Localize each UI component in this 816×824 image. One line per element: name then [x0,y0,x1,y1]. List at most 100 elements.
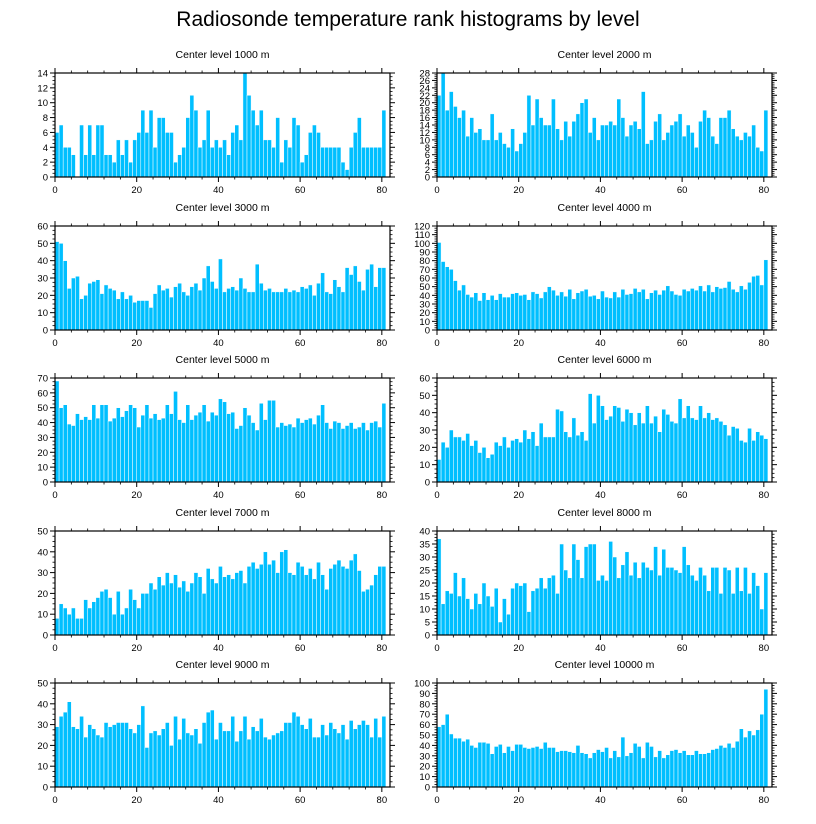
bar [299,286,305,331]
bar [542,587,548,636]
x-tick-label: 80 [377,643,388,654]
bar [116,407,121,483]
y-tick-label: 30 [419,300,430,311]
bar [583,98,589,178]
bar [344,738,350,788]
bar [193,728,199,788]
bar [197,411,203,483]
y-tick-label: 26 [419,76,430,87]
bar [751,734,756,788]
bar [287,722,293,788]
bar [681,289,687,331]
bar [718,288,724,331]
bar [628,412,634,483]
y-tick-label: 20 [419,443,430,454]
bar [665,414,671,483]
bar [193,414,199,483]
bar [303,419,309,483]
bar [328,293,334,331]
x-tick-label: 60 [295,185,306,196]
y-tick-label: 40 [37,418,48,429]
bar [493,139,499,178]
bar [295,417,301,483]
bar [169,132,174,178]
bar [596,298,601,331]
bar [596,749,601,788]
bar [649,746,654,788]
bar [669,421,675,483]
bar [641,757,646,788]
bar [763,109,769,178]
bar [348,147,354,178]
y-tick-label: 10 [37,762,48,773]
bar [461,440,466,483]
bar [498,621,503,636]
bar [62,711,68,788]
bar [730,289,736,331]
bar [616,577,622,636]
bar [579,102,585,178]
bar [542,436,548,483]
x-tick-label: 0 [434,185,439,196]
bar [636,746,642,788]
bar [336,147,342,178]
bar [144,132,150,178]
bar [320,147,325,178]
x-tick-label: 80 [759,185,770,196]
bar [67,613,72,636]
bar [673,569,679,636]
bar [91,154,97,178]
x-tick-label: 0 [434,490,439,501]
bar [657,574,662,636]
bar [246,738,252,788]
bar [328,722,334,788]
x-tick-label: 40 [595,338,606,349]
bar [551,289,556,331]
bar [165,404,170,483]
bar [283,722,289,788]
bar [291,289,297,331]
bar [226,413,231,483]
x-tick-label: 20 [513,490,524,501]
bar [575,292,581,331]
bar [457,436,462,483]
bar [636,291,642,331]
bar [461,577,466,636]
bar [571,543,577,636]
bar [665,567,671,636]
bar [722,117,728,178]
bar [628,574,634,636]
bar [128,728,133,788]
bar [222,576,227,636]
bar [324,422,329,483]
bar [303,728,309,788]
bar [365,269,370,331]
bar [377,147,383,178]
bar [352,265,358,331]
bar [734,291,740,331]
bar [673,422,679,483]
bar [308,417,313,483]
bar [369,584,374,636]
bar [348,274,354,331]
bar [140,109,146,178]
bar [710,419,716,483]
bar [587,132,593,178]
bar [685,564,691,636]
bar [62,404,68,483]
bar [596,395,601,483]
bar [587,757,593,788]
y-tick-label: 80 [419,256,430,267]
bar [477,128,483,178]
bar [71,726,76,788]
bar [169,582,174,636]
x-tick-label: 80 [377,338,388,349]
bar [377,426,383,483]
bar [75,413,80,483]
y-tick-label: 6 [425,150,430,161]
bar [365,429,370,483]
bar [608,415,613,483]
bar [502,598,507,636]
bar [234,572,240,636]
bar [67,423,72,483]
